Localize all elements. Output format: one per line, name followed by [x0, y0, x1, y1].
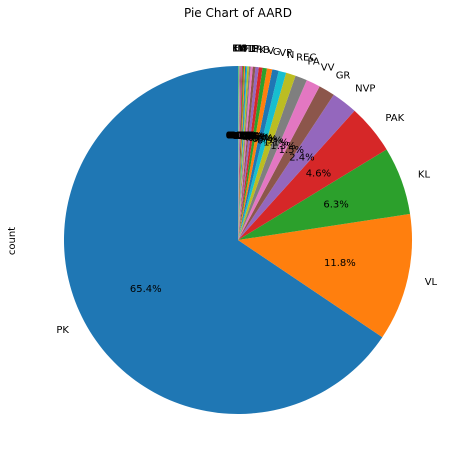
- slice-label-n: N: [287, 50, 294, 61]
- pie-slice-nvp: [238, 94, 355, 241]
- slice-label-rec: REC: [296, 53, 316, 64]
- pie-slice-gr: [238, 86, 334, 240]
- pie-slice-ku: [238, 65, 240, 240]
- slice-label-v: V: [267, 46, 274, 57]
- slice-percent-ku: 0.0%: [226, 131, 251, 142]
- pie-slice-n: [238, 70, 287, 240]
- slice-label-l: L: [249, 44, 255, 55]
- pie-slice-p: [238, 66, 253, 241]
- slice-label-g: G: [273, 47, 281, 58]
- pie-slice-b: [238, 67, 263, 241]
- slice-label-p: P: [253, 44, 259, 55]
- slice-percent-k: 0.3%: [237, 131, 262, 142]
- pie-percent-labels: 65.4%11.8%6.3%4.6%2.4%1.5%1.3%1.1%0.9%0.…: [130, 131, 356, 295]
- pie-slices: [63, 65, 413, 414]
- slice-label-e: E: [251, 44, 257, 55]
- pie-slice-o: [238, 66, 245, 240]
- slice-percent-p: 0.2%: [233, 131, 258, 142]
- slice-label-gr: GR: [336, 70, 351, 81]
- slice-percent-g: 0.5%: [244, 132, 269, 143]
- pie-slice-v: [238, 67, 267, 241]
- slice-percent-i: 0.1%: [229, 131, 254, 142]
- pie-slice-pa: [238, 75, 307, 240]
- slice-label-vp: VP: [279, 48, 292, 59]
- slice-label-b: B: [263, 45, 270, 56]
- chart-title: Pie Chart of AARD: [184, 6, 292, 20]
- slice-label-lu: LU: [234, 44, 246, 55]
- slice-label-pak: PAK: [385, 113, 404, 124]
- slice-percent-kl: 6.3%: [323, 199, 348, 210]
- slice-label-vv: VV: [321, 62, 335, 73]
- slice-percent-vv: 1.3%: [270, 141, 295, 152]
- slice-percent-rec: 0.9%: [257, 136, 282, 147]
- slice-label-nvp: NVP: [355, 84, 375, 95]
- slice-percent-el: 0.0%: [225, 131, 250, 142]
- slice-percent-l: 0.1%: [231, 131, 256, 142]
- slice-percent-vp: 0.6%: [248, 133, 273, 144]
- slice-percent-gr: 1.5%: [279, 145, 304, 156]
- pie-slice-kl: [238, 149, 411, 240]
- slice-percent-f: 0.1%: [230, 131, 255, 142]
- slice-percent-u: 0.1%: [228, 131, 253, 142]
- slice-label-k: K: [259, 45, 266, 56]
- pie-slice-vp: [238, 69, 279, 240]
- slice-percent-b: 0.3%: [239, 132, 264, 143]
- pie-slice-rec: [238, 72, 296, 240]
- y-axis-label: count: [7, 227, 18, 255]
- pie-slice-lu: [238, 66, 241, 240]
- pie-slice-vv: [238, 80, 320, 240]
- slice-percent-v: 0.4%: [241, 132, 266, 143]
- pie-slice-vl: [238, 213, 413, 338]
- slice-percent-e: 0.1%: [232, 131, 257, 142]
- slice-percent-nvp: 2.4%: [289, 152, 314, 163]
- slice-label-vl: VL: [425, 277, 438, 288]
- slice-label-pk: PK: [56, 325, 69, 336]
- pie-slice-m: [238, 66, 242, 241]
- slice-percent-m: 0.1%: [227, 131, 252, 142]
- slice-label-u: U: [239, 44, 246, 55]
- pie-slice-r: [238, 66, 256, 240]
- slice-label-kl: KL: [418, 170, 431, 181]
- slice-percent-r: 0.2%: [235, 131, 260, 142]
- pie-slice-el: [238, 65, 239, 240]
- pie-slice-lv: [238, 66, 240, 240]
- slice-percent-d: 0.1%: [231, 131, 256, 142]
- slice-label-r: R: [256, 44, 263, 55]
- slice-percent-pa: 1.1%: [263, 138, 288, 149]
- slice-percent-la: 0.0%: [226, 131, 251, 142]
- slice-label-o: O: [240, 44, 248, 55]
- pie-slice-g: [238, 68, 273, 240]
- pie-slice-k: [238, 66, 259, 240]
- slice-percent-lu: 0.0%: [227, 131, 252, 142]
- slice-percent-vl: 11.8%: [324, 258, 356, 269]
- pie-slice-la: [238, 66, 241, 240]
- slice-label-ku: KU: [232, 44, 246, 55]
- pie-slice-pk: [63, 66, 383, 414]
- slice-label-la: LA: [234, 44, 247, 55]
- pie-slice-l: [238, 66, 249, 240]
- pie-slice-pak: [238, 110, 387, 240]
- slice-label-pa: PA: [308, 57, 320, 68]
- slice-label-el: EL: [232, 44, 244, 55]
- pie-category-labels: PKVLKLPAKNVPGRVVPARECNVPGVBKRPELDFIOUMLU…: [56, 44, 437, 336]
- pie-slice-i: [238, 66, 246, 240]
- slice-label-f: F: [244, 44, 250, 55]
- pie-slice-d: [238, 66, 248, 240]
- slice-percent-pk: 65.4%: [130, 284, 162, 295]
- pie-slice-f: [238, 66, 247, 241]
- slice-percent-n: 0.7%: [252, 134, 277, 145]
- slice-label-i: I: [244, 44, 247, 55]
- pie-slice-e: [238, 66, 251, 240]
- slice-percent-lv: 0.0%: [226, 131, 251, 142]
- slice-percent-pak: 4.6%: [306, 168, 331, 179]
- slice-label-d: D: [248, 44, 256, 55]
- pie-slice-u: [238, 66, 243, 240]
- slice-percent-o: 0.1%: [229, 131, 254, 142]
- slice-label-m: M: [237, 44, 246, 55]
- slice-label-lv: LV: [234, 44, 245, 55]
